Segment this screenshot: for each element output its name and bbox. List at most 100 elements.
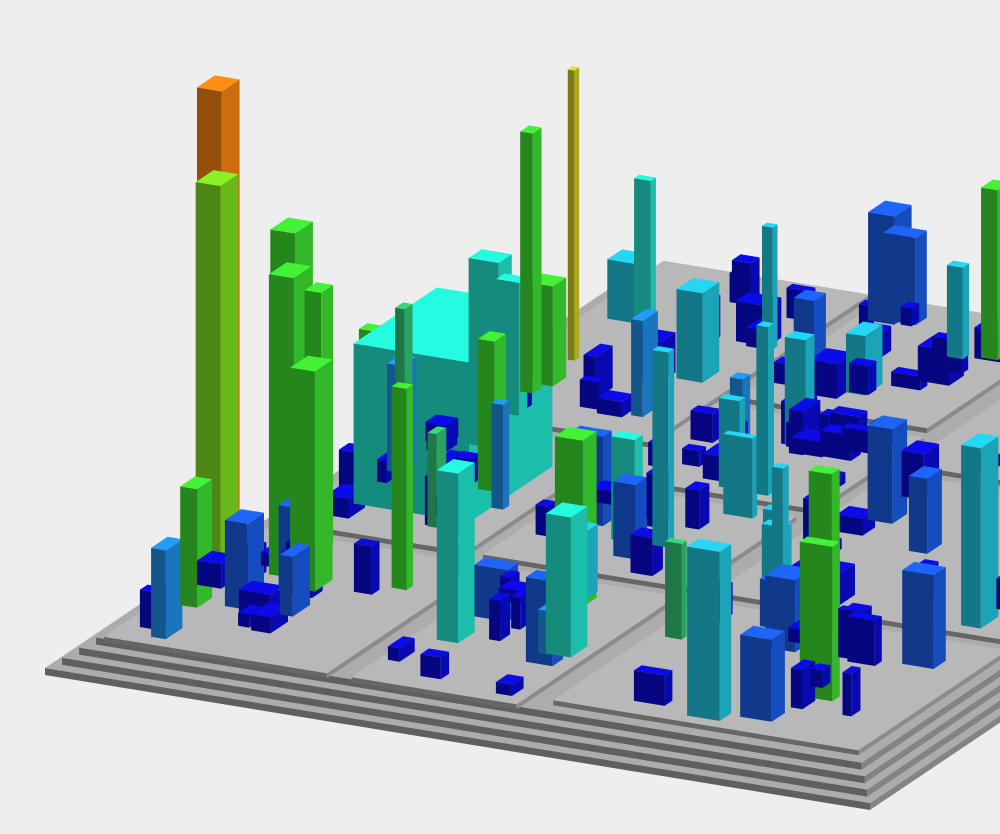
- building-132-front: [782, 464, 789, 574]
- building-125-side: [891, 371, 921, 391]
- building-54: [596, 390, 634, 418]
- building-112-side: [756, 325, 768, 496]
- building-19-side: [251, 614, 271, 634]
- building-154-top: [790, 659, 816, 670]
- building-28-front: [444, 417, 458, 453]
- building-120-top: [665, 537, 687, 544]
- building-132-side: [771, 466, 783, 574]
- building-117-front: [911, 303, 920, 327]
- building-106-front: [752, 435, 758, 519]
- building-168-top: [961, 433, 999, 449]
- building-112: [756, 321, 774, 496]
- plate-level-0-side: [45, 668, 870, 810]
- building-51: [634, 174, 656, 340]
- building-158: [847, 611, 882, 666]
- building-51-top: [634, 174, 656, 181]
- building-124: [633, 665, 673, 706]
- building-69: [676, 277, 720, 383]
- building-2-top: [151, 536, 183, 551]
- building-102-top: [718, 393, 746, 402]
- building-71-front: [603, 430, 612, 527]
- building-154-side: [790, 668, 803, 710]
- building-23-front: [314, 359, 333, 592]
- building-54-side: [596, 397, 622, 418]
- building-75-top: [511, 590, 529, 598]
- building-158-side: [847, 616, 875, 666]
- building-168-side: [961, 444, 981, 629]
- building-81-top: [611, 430, 643, 441]
- building-4-front: [197, 479, 213, 608]
- building-120-front: [681, 540, 687, 640]
- building-43-side: [567, 69, 575, 361]
- building-140-side: [836, 514, 863, 536]
- building-142-front: [997, 188, 1000, 361]
- building-56-front: [458, 462, 475, 644]
- building-24-side: [377, 459, 387, 484]
- building-2-front: [165, 539, 183, 640]
- building-116-top: [846, 321, 883, 337]
- building-152: [908, 466, 942, 554]
- building-109-side: [883, 232, 916, 326]
- building-4: [180, 476, 213, 608]
- building-82-side: [690, 410, 713, 443]
- building-69-top: [676, 277, 720, 294]
- building-80-top: [762, 222, 778, 228]
- building-106-side: [723, 433, 753, 519]
- building-144-front: [892, 419, 908, 524]
- platform-7-side: [553, 700, 859, 756]
- building-103-side: [858, 304, 868, 328]
- building-117-top: [900, 301, 920, 309]
- building-53-front: [399, 638, 415, 662]
- building-101-side: [685, 488, 700, 530]
- building-53-top: [387, 636, 415, 649]
- building-115-side: [792, 437, 823, 458]
- building-153-front: [832, 541, 840, 702]
- building-132: [771, 462, 789, 574]
- building-118-front: [868, 360, 877, 396]
- building-155-side: [810, 668, 823, 688]
- platform-6-front: [927, 379, 1000, 434]
- building-92-side: [545, 513, 571, 658]
- plate-level-2-side: [79, 647, 865, 784]
- building-134-side: [946, 265, 963, 360]
- building-52-side: [579, 379, 599, 410]
- building-56-top: [436, 459, 475, 474]
- building-43: [567, 66, 580, 361]
- plate-level-0-front: [870, 715, 1000, 810]
- building-53-side: [387, 646, 400, 662]
- building-83-top: [786, 283, 816, 292]
- building-84: [495, 674, 524, 696]
- building-172-top: [996, 575, 1000, 580]
- building-59-side: [535, 504, 547, 537]
- building-148: [740, 625, 785, 722]
- building-58: [420, 648, 450, 680]
- building-44-top: [391, 382, 413, 389]
- building-172-side: [996, 578, 1000, 610]
- building-43-front: [574, 67, 580, 361]
- building-165-top: [842, 666, 861, 674]
- building-59-top: [535, 499, 555, 507]
- building-158-top: [847, 611, 882, 621]
- building-4-side: [180, 486, 198, 608]
- building-37-side: [520, 131, 533, 394]
- building-87: [682, 443, 706, 467]
- building-41-top: [427, 426, 447, 435]
- building-144-top: [867, 415, 908, 430]
- building-142-side: [981, 187, 998, 361]
- building-118-top: [849, 357, 877, 367]
- building-48: [491, 399, 510, 510]
- building-112-front: [768, 323, 774, 496]
- building-84-front: [511, 676, 524, 696]
- building-54-top: [596, 390, 634, 402]
- building-157-top: [838, 605, 866, 613]
- building-10-top: [270, 217, 313, 234]
- plate-level-1-side: [62, 657, 868, 797]
- building-153-top: [799, 536, 840, 547]
- building-73-top: [489, 592, 511, 601]
- building-166-side: [902, 570, 934, 669]
- building-98-side: [652, 350, 669, 548]
- plate-level-2-front: [864, 685, 1000, 784]
- building-113-top: [788, 397, 821, 412]
- platform-1-side: [351, 677, 517, 710]
- building-87-top: [682, 443, 706, 451]
